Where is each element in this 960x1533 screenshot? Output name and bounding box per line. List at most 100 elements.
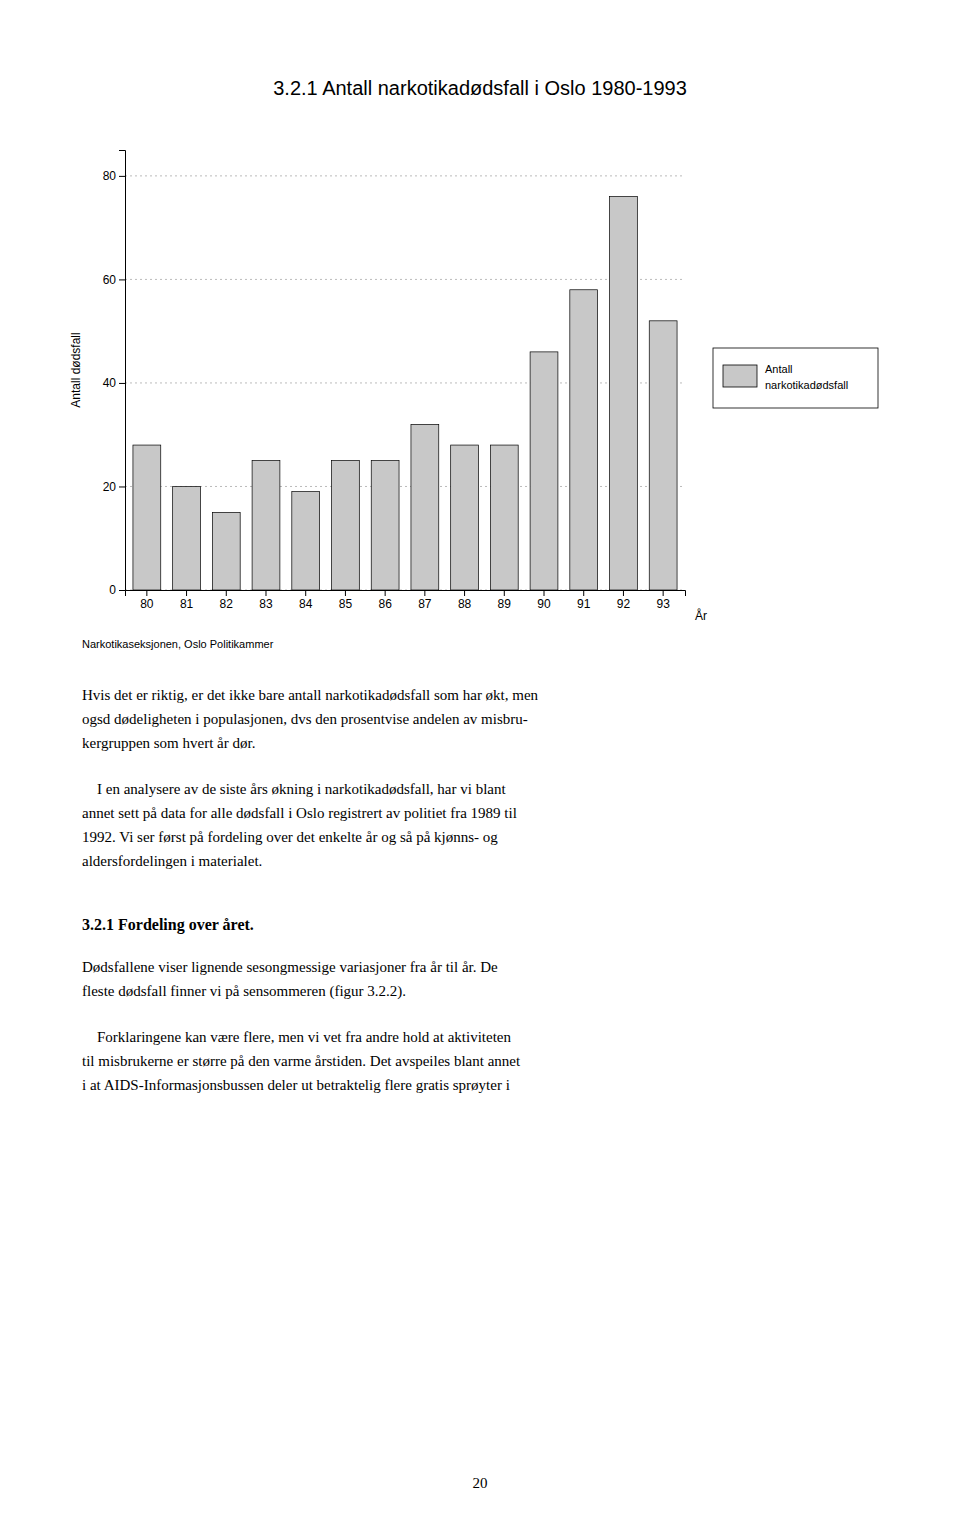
paragraph-line: kergruppen som hvert år dør. xyxy=(82,735,255,751)
grid-line xyxy=(125,175,685,176)
tick: 0 xyxy=(109,583,125,597)
paragraph-line: fleste dødsfall finner vi på sensommeren… xyxy=(82,983,406,1000)
tick-label: 89 xyxy=(498,597,512,611)
paragraph: Dødsfallene viser lignende sesongmessige… xyxy=(82,959,498,1000)
tick-label: 91 xyxy=(577,597,591,611)
legend-label-line: Antall xyxy=(765,363,793,375)
tick-label: 0 xyxy=(109,583,116,597)
paragraph: I en analysere av de siste års økning i … xyxy=(82,781,517,869)
tick: 81 xyxy=(180,590,194,611)
legend-box xyxy=(713,348,878,408)
tick-mark xyxy=(464,590,465,596)
paragraph-line: ogsd dødeligheten i populasjonen, dvs de… xyxy=(82,711,528,727)
paragraph-line: 1992. Vi ser først på fordeling over det… xyxy=(82,829,498,845)
bars xyxy=(133,197,677,590)
tick-label: 93 xyxy=(656,597,670,611)
tick: 89 xyxy=(498,590,512,611)
paragraph-line: til misbrukerne er større på den varme å… xyxy=(82,1053,521,1069)
tick-label: 40 xyxy=(103,376,117,390)
tick-mark xyxy=(424,590,425,596)
tick-mark xyxy=(544,590,545,596)
axis-line xyxy=(126,591,686,597)
tick: 20 xyxy=(103,480,125,494)
tick: 91 xyxy=(577,590,591,611)
tick-label: 85 xyxy=(339,597,353,611)
paragraph: Forklaringene kan være flere, men vi vet… xyxy=(82,1029,521,1093)
tick-mark xyxy=(146,590,147,596)
tick-mark xyxy=(265,590,266,596)
legend-swatch xyxy=(723,365,757,387)
tick-mark xyxy=(583,590,584,596)
bar xyxy=(649,321,677,590)
tick: 93 xyxy=(656,590,670,611)
tick-mark xyxy=(119,383,125,384)
tick-mark xyxy=(663,590,664,596)
tick: 87 xyxy=(418,590,432,611)
tick-mark xyxy=(504,590,505,596)
legend-label-line: narkotikadødsfall xyxy=(765,379,848,391)
tick-label: 83 xyxy=(259,597,273,611)
bar xyxy=(530,352,558,590)
tick: 86 xyxy=(378,590,392,611)
paragraph-line: annet sett på data for alle dødsfall i O… xyxy=(82,805,517,821)
axis-line xyxy=(119,151,126,591)
bar xyxy=(451,445,479,590)
tick-mark xyxy=(119,486,125,487)
tick: 83 xyxy=(259,590,273,611)
tick: 90 xyxy=(537,590,551,611)
tick-mark xyxy=(345,590,346,596)
grid xyxy=(125,176,685,590)
bar xyxy=(252,461,280,590)
chart-title: 3.2.1 Antall narkotikadødsfall i Oslo 19… xyxy=(273,77,687,99)
tick-mark xyxy=(186,590,187,596)
tick-label: 80 xyxy=(103,169,117,183)
tick: 80 xyxy=(103,169,125,183)
tick-mark xyxy=(305,590,306,596)
tick-label: 92 xyxy=(617,597,631,611)
tick-label: 20 xyxy=(103,480,117,494)
x-axis: 80 81 82 83 84 85 86 87 88 89 90 91 92 93 xyxy=(126,590,686,611)
heading: 3.2.1 Fordeling over året. xyxy=(82,916,254,934)
annotation: Narkotikaseksjonen, Oslo Politikammer xyxy=(82,638,274,650)
tick-label: 86 xyxy=(378,597,392,611)
tick: 80 xyxy=(140,590,154,611)
tick: 88 xyxy=(458,590,472,611)
bar xyxy=(411,424,439,590)
bar xyxy=(610,197,638,590)
tick-mark xyxy=(119,279,125,280)
tick-label: 80 xyxy=(140,597,154,611)
page: 3.2.1 Antall narkotikadødsfall i Oslo 19… xyxy=(0,0,960,1533)
legend: Antall narkotikadødsfall xyxy=(713,348,878,408)
bar xyxy=(133,445,161,590)
tick-mark xyxy=(119,176,125,177)
tick: 40 xyxy=(103,376,125,390)
tick-label: 60 xyxy=(103,273,117,287)
grid-line xyxy=(125,279,685,280)
paragraph-line: Forklaringene kan være flere, men vi vet… xyxy=(82,1029,512,1045)
tick-label: 87 xyxy=(418,597,432,611)
tick-label: 82 xyxy=(220,597,234,611)
bar xyxy=(490,445,518,590)
y-axis-title: Antall dødsfall xyxy=(69,332,83,407)
tick-label: 84 xyxy=(299,597,313,611)
tick: 92 xyxy=(617,590,631,611)
bar xyxy=(212,512,240,590)
legend-label: Antall narkotikadødsfall xyxy=(765,363,848,391)
bar xyxy=(570,290,598,590)
paragraph: Hvis det er riktig, er det ikke bare ant… xyxy=(82,687,539,751)
tick-mark xyxy=(623,590,624,596)
tick-label: 88 xyxy=(458,597,472,611)
y-axis: 0 20 40 60 80 xyxy=(103,151,126,598)
bar xyxy=(292,492,320,590)
tick: 85 xyxy=(339,590,353,611)
chart-svg: 3.2.1 Antall narkotikadødsfall i Oslo 19… xyxy=(0,0,960,1533)
tick-mark xyxy=(226,590,227,596)
paragraph-line: Hvis det er riktig, er det ikke bare ant… xyxy=(82,687,539,703)
paragraph-line: aldersfordelingen i materialet. xyxy=(82,853,262,869)
tick: 84 xyxy=(299,590,313,611)
grid-line xyxy=(125,382,685,383)
paragraph-line: i at AIDS-Informasjonsbussen deler ut be… xyxy=(82,1077,510,1093)
paragraph-line: I en analysere av de siste års økning i … xyxy=(82,781,506,797)
x-axis-title: År xyxy=(695,608,707,623)
paragraph-line: Dødsfallene viser lignende sesongmessige… xyxy=(82,959,498,975)
